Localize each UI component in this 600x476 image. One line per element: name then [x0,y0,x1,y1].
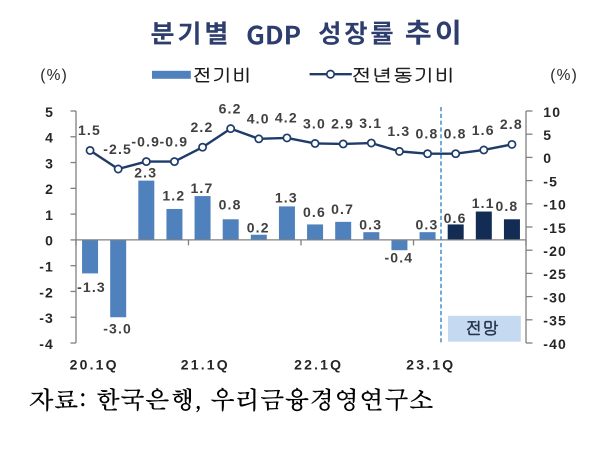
svg-text:1.3: 1.3 [387,123,410,139]
svg-text:2.9: 2.9 [331,116,354,132]
svg-text:4.2: 4.2 [275,110,298,126]
svg-text:3: 3 [45,155,54,171]
svg-text:-2: -2 [39,284,54,300]
svg-text:0: 0 [45,233,54,249]
svg-text:(%): (%) [550,67,578,84]
svg-text:2: 2 [45,181,54,197]
svg-text:-30: -30 [543,289,567,305]
svg-text:1: 1 [45,207,54,223]
svg-text:-3: -3 [39,310,54,326]
svg-text:0.8: 0.8 [219,197,242,213]
svg-text:10: 10 [543,104,561,120]
svg-text:1.2: 1.2 [162,187,185,203]
svg-text:5: 5 [543,127,552,143]
svg-text:(%): (%) [40,67,68,84]
svg-text:-4: -4 [39,336,54,352]
svg-text:0.8: 0.8 [415,125,438,141]
svg-text:2.3: 2.3 [134,165,157,181]
svg-text:-40: -40 [543,336,567,352]
svg-text:-3.0: -3.0 [103,320,132,336]
svg-text:4.0: 4.0 [247,111,270,127]
svg-text:23.1Q: 23.1Q [406,357,455,373]
svg-text:20.1Q: 20.1Q [70,357,119,373]
svg-text:-0.4: -0.4 [384,250,413,266]
svg-text:-5: -5 [543,173,558,189]
svg-text:-15: -15 [543,220,567,236]
svg-text:2.2: 2.2 [190,119,213,135]
svg-text:0.6: 0.6 [444,210,467,226]
svg-text:4: 4 [45,130,54,146]
svg-text:3.1: 3.1 [359,115,382,131]
svg-text:0.8: 0.8 [444,125,467,141]
svg-text:-25: -25 [543,266,567,282]
svg-text:1.1: 1.1 [472,195,495,211]
svg-text:-1: -1 [39,258,54,274]
svg-text:22.1Q: 22.1Q [294,357,343,373]
svg-text:6.2: 6.2 [219,100,242,116]
svg-text:1.6: 1.6 [472,122,495,138]
svg-text:0.8: 0.8 [495,198,518,214]
svg-text:-2.5: -2.5 [103,141,132,157]
svg-text:-0.9: -0.9 [131,133,160,149]
svg-text:0.3: 0.3 [359,216,382,232]
svg-text:-0.9: -0.9 [159,133,188,149]
svg-text:-10: -10 [543,197,567,213]
svg-text:1.3: 1.3 [275,190,298,206]
svg-text:0.6: 0.6 [303,204,326,220]
svg-text:0.2: 0.2 [247,219,270,235]
svg-text:3.0: 3.0 [303,115,326,131]
svg-text:1.5: 1.5 [78,122,101,138]
svg-text:-1.3: -1.3 [77,279,106,295]
svg-text:5: 5 [45,104,54,120]
svg-text:1.7: 1.7 [190,180,213,196]
svg-text:0: 0 [543,150,552,166]
svg-text:0.7: 0.7 [331,201,354,217]
svg-text:0.3: 0.3 [415,216,438,232]
svg-text:-20: -20 [543,243,567,259]
svg-text:-35: -35 [543,313,567,329]
svg-text:21.1Q: 21.1Q [181,357,230,373]
svg-text:2.8: 2.8 [500,116,523,132]
